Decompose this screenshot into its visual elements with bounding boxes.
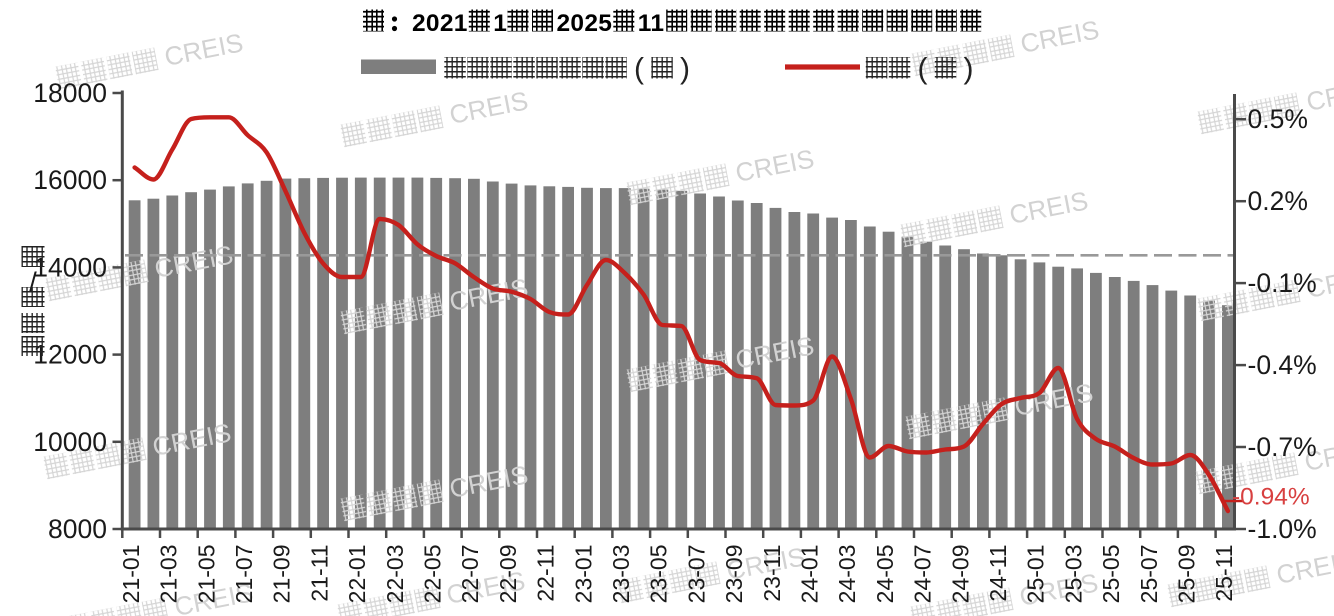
svg-text:24-03: 24-03 (834, 545, 860, 604)
svg-text:23-07: 23-07 (683, 545, 709, 604)
svg-text:22-05: 22-05 (420, 545, 446, 604)
svg-text:21-03: 21-03 (156, 545, 182, 604)
svg-text:23-09: 23-09 (721, 545, 747, 604)
svg-text:18000: 18000 (33, 78, 107, 108)
svg-text:8000: 8000 (48, 514, 107, 544)
svg-text:22-01: 22-01 (344, 545, 370, 604)
svg-text:22-11: 22-11 (533, 545, 559, 602)
svg-text:22-09: 22-09 (495, 545, 521, 604)
svg-text:24-09: 24-09 (947, 545, 973, 604)
svg-text:23-11: 23-11 (759, 545, 785, 602)
svg-text:21-05: 21-05 (193, 545, 219, 604)
svg-text:22-03: 22-03 (382, 545, 408, 604)
svg-text:(: ( (918, 53, 928, 86)
svg-text:24-01: 24-01 (797, 545, 823, 604)
svg-text:25-09: 25-09 (1174, 545, 1200, 604)
svg-text:22-07: 22-07 (457, 545, 483, 604)
svg-text:/: / (29, 267, 37, 297)
svg-text:10000: 10000 (33, 427, 107, 457)
svg-text:-1.0%: -1.0% (1248, 514, 1317, 544)
svg-text:16000: 16000 (33, 165, 107, 195)
svg-text:-0.1%: -0.1% (1248, 268, 1317, 298)
svg-text:11: 11 (638, 10, 665, 37)
svg-text:25-07: 25-07 (1136, 545, 1162, 604)
svg-text:(: ( (634, 53, 644, 86)
svg-text:25-03: 25-03 (1060, 545, 1086, 604)
svg-text:23-01: 23-01 (570, 545, 596, 604)
svg-text:24-11: 24-11 (985, 545, 1011, 602)
svg-text:0.5%: 0.5% (1248, 104, 1308, 134)
svg-text:24-07: 24-07 (910, 545, 936, 604)
svg-text:24-05: 24-05 (872, 545, 898, 604)
svg-text:25-05: 25-05 (1098, 545, 1124, 604)
svg-text:12000: 12000 (33, 340, 107, 370)
svg-text:): ) (680, 53, 690, 86)
svg-text:2025: 2025 (557, 10, 613, 37)
svg-text:21-09: 21-09 (269, 545, 295, 604)
svg-text:-0.7%: -0.7% (1248, 432, 1317, 462)
svg-text:-0.4%: -0.4% (1248, 350, 1317, 380)
svg-text:): ) (964, 53, 974, 86)
svg-text:23-05: 23-05 (646, 545, 672, 604)
svg-text:25-01: 25-01 (1023, 545, 1049, 604)
svg-text:21-11: 21-11 (306, 545, 332, 602)
svg-text:21-07: 21-07 (231, 545, 257, 604)
svg-text:0.2%: 0.2% (1248, 186, 1308, 216)
svg-text:25-11: 25-11 (1211, 545, 1237, 602)
svg-text:14000: 14000 (33, 252, 107, 282)
svg-text:23-03: 23-03 (608, 545, 634, 604)
svg-text:2021: 2021 (412, 10, 468, 37)
svg-text:1: 1 (493, 10, 507, 37)
svg-text:21-01: 21-01 (118, 545, 144, 604)
svg-text:-0.94%: -0.94% (1232, 484, 1310, 511)
